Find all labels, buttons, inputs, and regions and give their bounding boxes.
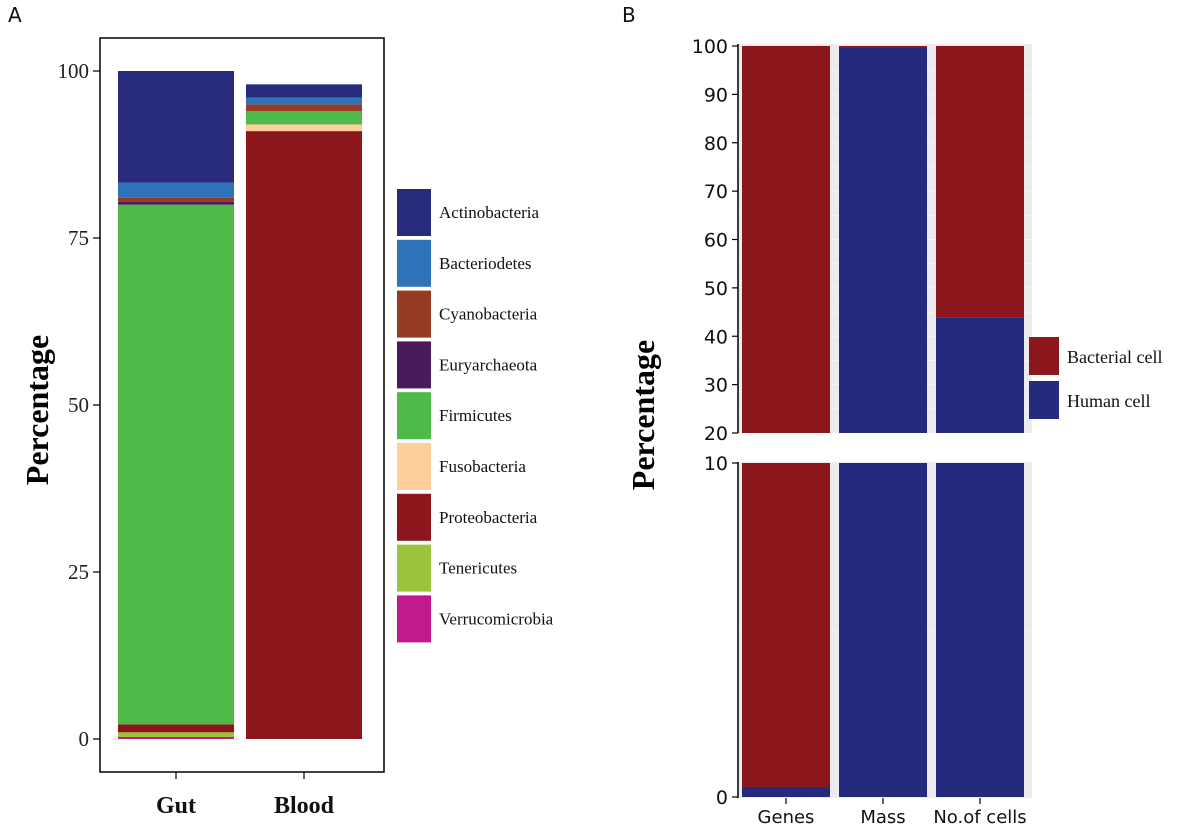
bar-gut-tenericutes: [118, 732, 234, 737]
y-tick-label: 50: [704, 278, 728, 300]
y-tick-label: 70: [704, 181, 728, 203]
legend-label-cyanobacteria: Cyanobacteria: [439, 305, 538, 324]
legend-swatch-cyanobacteria: [397, 290, 431, 338]
y-tick-label: 40: [704, 326, 728, 348]
legend-label-bacterial-cell: Bacterial cell: [1067, 347, 1162, 367]
legend-swatch-euryarchaeota: [397, 341, 431, 389]
panel-b-legend: Bacterial cell Human cell: [1029, 337, 1162, 419]
bar-gut-proteobacteria: [118, 724, 234, 733]
legend-swatch-bacterial-cell: [1029, 337, 1059, 375]
x-tick-label-blood: Blood: [274, 793, 335, 819]
y-tick-label: 80: [704, 133, 728, 155]
bar-gut-euryarchaeota: [118, 201, 234, 205]
legend-label-actinobacteria: Actinobacteria: [439, 203, 540, 222]
legend-swatch-actinobacteria: [397, 189, 431, 236]
y-tick-label: 100: [58, 59, 90, 83]
x-tick-label-gut: Gut: [156, 793, 196, 819]
bar-lower-no-of-cells-human-cell: [936, 463, 1024, 797]
panel-a-x-axis: Gut Blood: [156, 772, 335, 819]
legend-swatch-proteobacteria: [397, 493, 431, 541]
legend-swatch-verrucomicrobia: [397, 595, 431, 643]
x-tick-label-no-of-cells: No.of cells: [933, 807, 1026, 828]
bar-lower-mass-human-cell: [839, 463, 927, 797]
bar-upper-mass-human-cell: [839, 47, 927, 434]
panel-b-label: B: [622, 3, 636, 27]
legend-label-verrucomicrobia: Verrucomicrobia: [439, 609, 554, 628]
bar-gut-bacteriodetes: [118, 182, 234, 198]
legend-swatch-bacteriodetes: [397, 239, 431, 287]
y-tick-label: 75: [68, 226, 89, 250]
legend-label-proteobacteria: Proteobacteria: [439, 508, 538, 527]
bar-gut-actinobacteria: [118, 71, 234, 183]
panel-a-legend: Actinobacteria Bacteriodetes Cyanobacteria…: [397, 189, 554, 643]
legend-label-bacteriodetes: Bacteriodetes: [439, 254, 532, 273]
y-tick-label: 90: [704, 84, 728, 106]
y-tick-label: 0: [79, 727, 90, 751]
legend-swatch-firmicutes: [397, 392, 431, 440]
legend-swatch-tenericutes: [397, 544, 431, 592]
y-tick-label: 100: [692, 36, 728, 58]
legend-swatch-human-cell: [1029, 381, 1059, 419]
y-tick-label: 50: [68, 393, 89, 417]
bar-upper-no-of-cells-human-cell: [936, 317, 1024, 433]
bar-blood-cyanobacteria: [246, 104, 362, 112]
bar-blood-firmicutes: [246, 111, 362, 125]
bar-upper-mass-bacterial-cell: [839, 46, 927, 48]
legend-label-euryarchaeota: Euryarchaeota: [439, 355, 538, 374]
legend-label-human-cell: Human cell: [1067, 391, 1150, 411]
panel-b-y-axis-title: Percentage: [625, 340, 661, 490]
y-tick-label: 20: [704, 423, 728, 445]
bar-blood-bacteriodetes: [246, 97, 362, 105]
panel-a-y-axis-title: Percentage: [19, 335, 55, 485]
panel-b: B 20 30 40 50 60 70 80 90 100 0 10 Genes Mass No.of …: [622, 3, 1162, 828]
bar-upper-no-of-cells-bacterial-cell: [936, 46, 1024, 318]
y-tick-label: 10: [704, 453, 728, 475]
bar-blood-actinobacteria: [246, 84, 362, 98]
bar-lower-genes-bacterial-cell: [742, 463, 830, 787]
legend-swatch-fusobacteria: [397, 443, 431, 490]
legend-label-tenericutes: Tenericutes: [439, 559, 517, 578]
x-tick-label-genes: Genes: [758, 807, 815, 828]
legend-label-fusobacteria: Fusobacteria: [439, 457, 526, 476]
y-tick-label: 25: [68, 560, 89, 584]
bar-gut-verrucomicrobia: [118, 736, 234, 739]
panel-b-y-axis: 20 30 40 50 60 70 80 90 100 0 10: [692, 36, 738, 809]
bar-gut-firmicutes: [118, 204, 234, 725]
panel-b-x-axis: Genes Mass No.of cells: [758, 798, 1027, 828]
panel-a: A 0 25 50 75 100 Gut Blood Percentage Actinob…: [8, 3, 554, 819]
bar-upper-genes-bacterial-cell: [742, 46, 830, 433]
bar-blood-proteobacteria: [246, 131, 362, 739]
panel-a-y-axis: 0 25 50 75 100: [58, 59, 100, 751]
legend-label-firmicutes: Firmicutes: [439, 406, 512, 425]
panel-a-label: A: [8, 3, 22, 27]
y-tick-label: 0: [716, 787, 728, 809]
bar-gut-cyanobacteria: [118, 197, 234, 202]
y-tick-label: 30: [704, 375, 728, 397]
x-tick-label-mass: Mass: [860, 807, 905, 828]
panel-a-bars: [118, 71, 362, 739]
bar-blood-fusobacteria: [246, 124, 362, 132]
bar-lower-genes-human-cell: [742, 786, 830, 797]
y-tick-label: 60: [704, 230, 728, 252]
panel-b-bars: [742, 46, 1024, 797]
